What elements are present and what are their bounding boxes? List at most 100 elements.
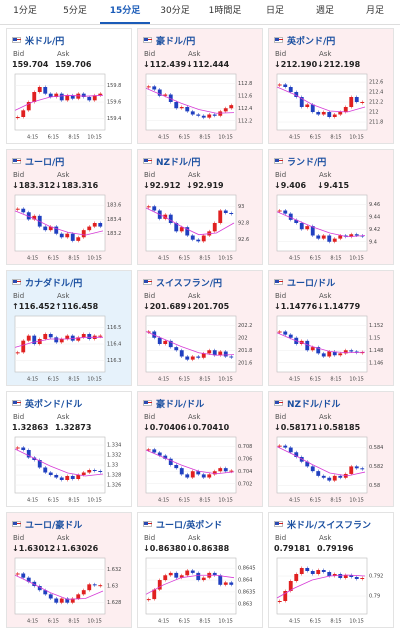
tab[interactable]: 週足 (315, 6, 334, 16)
ask-value: ↑116.458 (55, 302, 99, 311)
mini-chart: 0.792 0.79 4:15 6:15 8:15 10:15 (276, 557, 383, 625)
x-tick-label: 8:15 (68, 619, 79, 625)
y-tick-label: 1.328 (107, 473, 121, 479)
tab[interactable]: 月足 (365, 6, 384, 16)
bid-value: ↓0.58171 (274, 423, 318, 432)
candle-body (288, 334, 293, 338)
y-tick-label: 116.4 (107, 342, 121, 348)
candle-body (277, 445, 282, 447)
candle-body (201, 235, 206, 242)
ask-label: Ask (319, 171, 332, 179)
tab[interactable]: 日足 (265, 6, 284, 16)
candle-body (196, 471, 201, 475)
currency-card[interactable]: NZドル/円 Bid Ask ↓92.912 ↓92.919 93 92.8 92.6 4:15… (137, 149, 263, 265)
flag-icon (12, 279, 21, 285)
mini-chart: 0.708 0.706 0.704 0.702 4:15 6:15 8:15 10:15 (145, 436, 252, 504)
candle-body (349, 575, 354, 577)
candle-body (218, 351, 223, 356)
ask-label: Ask (57, 413, 70, 421)
flag-icon (274, 400, 283, 406)
currency-card[interactable]: NZドル/ドル Bid Ask ↓0.58171 ↓0.58185 0.584 0.582 0… (268, 391, 394, 507)
candle-body (212, 572, 217, 576)
flag-part (275, 401, 279, 404)
currency-card[interactable]: 豪ドル/円 Bid Ask ↓112.439 ↓112.444 112.8 112.6 112… (137, 28, 263, 144)
currency-card[interactable]: 英ポンド/ドル Bid Ask 1.32863 1.32873 1.334 1.332 1.3… (6, 391, 132, 507)
currency-card[interactable]: ユーロ/円 Bid Ask ↓183.312 ↓183.316 183.6 183.4 183… (6, 149, 132, 265)
y-tick-label: 0.704 (238, 469, 252, 475)
tab[interactable]: 5分足 (63, 6, 87, 16)
flag-part (279, 39, 283, 40)
moving-average (145, 331, 235, 356)
ask-value: ↓212.198 (317, 60, 361, 69)
candle-body (305, 568, 310, 571)
ask-value: ↓0.58185 (317, 423, 361, 432)
ask-value: ↓9.415 (317, 181, 350, 190)
y-tick-label: 0.8645 (238, 566, 256, 572)
ask-label: Ask (57, 171, 70, 179)
candle-body (229, 582, 234, 585)
ask-label: Ask (57, 50, 70, 58)
candle-body (207, 350, 212, 354)
currency-card[interactable]: ユーロ/ドル Bid Ask ↓1.14776 ↓1.14779 1.152 1.15 1.1… (268, 270, 394, 386)
candle-body (327, 112, 332, 117)
currency-card[interactable]: 米ドル/スイスフラン Bid Ask 0.79181 0.79196 0.792 0.79 4… (268, 512, 394, 628)
candle-body (98, 471, 103, 472)
currency-card[interactable]: ランド/円 Bid Ask ↓9.406 ↓9.415 9.46 9.44 9.42 9.4 4:… (268, 149, 394, 265)
ask-value: 159.706 (55, 60, 92, 69)
bid-value: ↓212.190 (274, 60, 318, 69)
currency-card[interactable]: 豪ドル/ドル Bid Ask ↓0.70406 ↓0.70410 0.708 0.706 0.… (137, 391, 263, 507)
flag-part (279, 402, 283, 403)
x-tick-label: 10:15 (218, 135, 232, 141)
candle-body (283, 591, 288, 601)
candle-body (327, 477, 332, 481)
currency-card[interactable]: スイスフラン/円 Bid Ask ↓201.689 ↓201.705 202.2 202 20… (137, 270, 263, 386)
x-tick-label: 4:15 (27, 619, 38, 625)
candle-body (332, 238, 337, 242)
candle-body (70, 233, 75, 241)
bid-value: ↓9.406 (274, 181, 307, 190)
candle-body (360, 578, 365, 579)
ask-label: Ask (319, 413, 332, 421)
candle-body (310, 571, 315, 574)
x-tick-label: 10:15 (218, 619, 232, 625)
currency-card[interactable]: ユーロ/豪ドル Bid Ask ↓1.63012 ↓1.63026 1.632 1.63 1.… (6, 512, 132, 628)
mini-chart: 1.632 1.63 1.628 4:15 6:15 8:15 10:15 (14, 557, 121, 625)
candle-body (338, 475, 343, 478)
currency-card[interactable]: ユーロ/英ポンド Bid Ask ↓0.86380 ↓0.86388 0.8645 0.86… (137, 512, 263, 628)
tab[interactable]: 1時間足 (208, 6, 242, 16)
currency-card[interactable]: 米ドル/円 Bid Ask 159.704 159.706 159.8 159.6 159.4… (6, 28, 132, 144)
candle-body (294, 574, 299, 581)
tab[interactable]: 15分足 (100, 0, 150, 24)
bid-value: ↑116.452 (12, 302, 56, 311)
currency-card[interactable]: 英ポンド/円 Bid Ask ↓212.190 ↓212.198 212.6 212.4 21… (268, 28, 394, 144)
candle-body (48, 334, 53, 338)
y-tick-label: 212.2 (369, 100, 383, 106)
candle-body (332, 114, 337, 117)
y-tick-label: 159.6 (107, 100, 121, 106)
x-tick-label: 8:15 (330, 256, 341, 262)
candle-body (277, 601, 282, 602)
ask-value: ↓0.70410 (186, 423, 230, 432)
candle-body (343, 575, 348, 578)
flag-part (13, 401, 17, 404)
candle-body (76, 237, 81, 241)
candle-body (283, 445, 288, 448)
flag-part (275, 280, 279, 283)
candle-body (196, 572, 201, 581)
y-tick-label: 159.8 (107, 83, 121, 89)
tab[interactable]: 30分足 (160, 6, 190, 16)
candle-body (288, 581, 293, 591)
flag-icon (274, 37, 283, 43)
tab[interactable]: 1分足 (13, 6, 37, 16)
x-tick-label: 8:15 (199, 256, 210, 262)
bid-value: ↓1.63012 (12, 544, 56, 553)
currency-card[interactable]: カナダドル/円 Bid Ask ↑116.452 ↑116.458 116.5 116.4 1… (6, 270, 132, 386)
y-tick-label: 183.6 (107, 203, 121, 209)
x-tick-label: 6:15 (310, 377, 321, 383)
candle-body (152, 86, 157, 90)
y-tick-label: 92.6 (238, 237, 249, 243)
flag-part (275, 522, 279, 525)
flag-part (17, 402, 21, 403)
x-tick-label: 4:15 (158, 498, 169, 504)
